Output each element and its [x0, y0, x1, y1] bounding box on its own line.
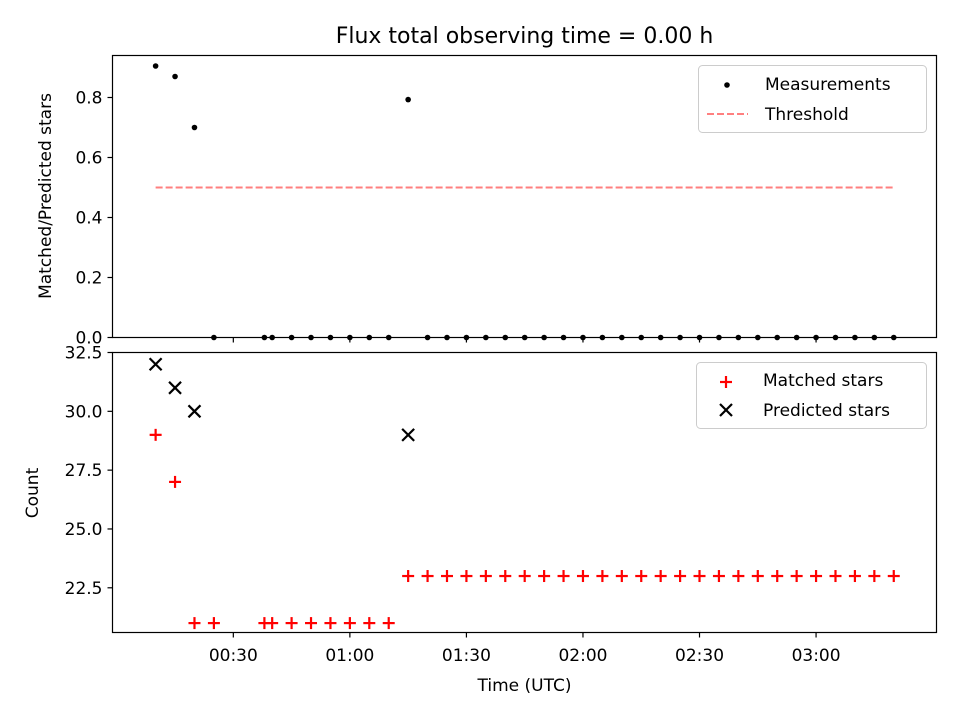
y-tick-label: 25.0 [65, 520, 103, 540]
x-axis-label: Time (UTC) [477, 676, 572, 696]
matched-star-point [460, 570, 473, 583]
y-tick-label: 0.0 [75, 329, 102, 349]
matched-star-point [732, 570, 745, 583]
matched-star-point [790, 570, 803, 583]
matched-star-point [324, 617, 337, 630]
matched-star-point [169, 475, 182, 488]
y-tick-label: 27.5 [65, 461, 103, 481]
matched-star-point [829, 570, 842, 583]
matched-star-point [499, 570, 512, 583]
y-tick-label: 30.0 [65, 402, 103, 422]
y-tick-label: 0.2 [75, 269, 102, 289]
matched-star-point [266, 617, 279, 630]
y-tick-label: 0.6 [75, 149, 102, 169]
matched-star-point [848, 570, 861, 583]
bottom-x-axis: 00:30 01:00 01:30 02:00 02:30 03:00 [209, 632, 841, 666]
bottom-legend-box [696, 362, 927, 429]
top-y-axis-label: Matched/Predicted stars [36, 93, 56, 299]
matched-star-point [810, 570, 823, 583]
legend-measurements-label: Measurements [765, 75, 891, 95]
matched-star-point [693, 570, 706, 583]
y-tick-label: 22.5 [65, 579, 103, 599]
matched-star-point [887, 570, 900, 583]
matched-star-point [654, 570, 667, 583]
matched-star-point [363, 617, 376, 630]
x-tick-label: 02:00 [558, 646, 607, 666]
bottom-axes-frame [111, 351, 938, 634]
matched-star-point [868, 570, 881, 583]
matched-star-point [188, 617, 201, 630]
top-panel: 0.00.20.40.60.8 Matched/Predicted stars … [36, 54, 938, 349]
chart-title: Flux total observing time = 0.00 h [336, 24, 714, 49]
top-x-axis [232, 337, 817, 343]
bottom-plot-marks [148, 357, 900, 630]
matched-star-point [751, 570, 764, 583]
top-y-axis: 0.0 0.2 0.4 0.6 0.8 [75, 89, 113, 349]
matched-star-point [285, 617, 298, 630]
matched-star-point [440, 570, 453, 583]
matched-star-point [402, 570, 415, 583]
matched-star-point [674, 570, 687, 583]
matched-star-point [596, 570, 609, 583]
measurement-point [152, 63, 159, 69]
legend-matched-marker [720, 376, 732, 388]
matched-star-point [576, 570, 589, 583]
bottom-legend: Matched stars Predicted stars [696, 362, 927, 429]
bottom-y-axis: 22.5 25.0 27.5 30.0 32.5 [65, 344, 113, 599]
predicted-star-point [148, 357, 163, 372]
predicted-star-point [401, 428, 415, 442]
y-tick-label: 0.8 [75, 89, 102, 109]
top-legend-box [698, 65, 927, 133]
matched-star-point [538, 570, 551, 583]
bottom-panel: 22.5 25.0 27.5 30.0 32.5 00:30 01:00 01:30 02:0… [23, 344, 938, 696]
matched-star-point [518, 570, 531, 583]
legend-threshold-label: Threshold [764, 105, 849, 125]
matched-star-point [635, 570, 648, 583]
top-legend: Measurements Threshold [698, 65, 927, 133]
measurement-point [191, 124, 198, 131]
matched-star-point [207, 617, 220, 630]
y-tick-label: 0.4 [75, 209, 102, 229]
matched-star-point [421, 570, 434, 583]
bottom-y-axis-label: Count [23, 467, 43, 518]
x-tick-label: 03:00 [792, 646, 841, 666]
legend-predicted-label: Predicted stars [763, 401, 890, 421]
matched-star-point [382, 617, 395, 630]
matched-star-point [343, 617, 356, 630]
predicted-star-point [187, 404, 202, 419]
measurement-point [405, 96, 411, 103]
matched-star-point [771, 570, 784, 583]
x-tick-label: 01:00 [325, 646, 374, 666]
x-tick-label: 02:30 [675, 646, 724, 666]
legend-predicted-marker [719, 403, 733, 417]
top-axes-frame [111, 54, 938, 339]
predicted-star-point [168, 381, 182, 395]
y-tick-label: 32.5 [65, 344, 103, 364]
matched-star-point [305, 617, 318, 630]
x-tick-label: 00:30 [209, 646, 258, 666]
legend-measurements-marker [724, 82, 730, 88]
matched-star-point [557, 570, 570, 583]
measurement-point [172, 73, 178, 80]
matched-star-point [712, 570, 725, 583]
matched-star-point [615, 570, 628, 583]
legend-matched-label: Matched stars [763, 371, 883, 391]
x-tick-label: 01:30 [442, 646, 491, 666]
matched-star-point [479, 570, 492, 583]
matched-star-point [149, 428, 162, 441]
